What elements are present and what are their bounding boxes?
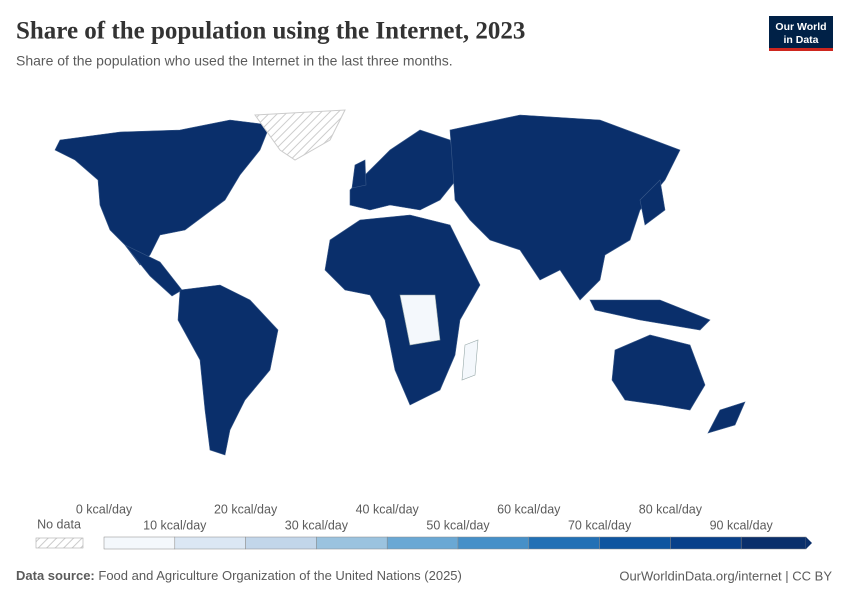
link[interactable]: OurWorldinData.org/internet | CC BY <box>619 568 832 583</box>
legend-label: 0 kcal/day <box>76 502 133 516</box>
no-data-swatch <box>35 537 84 549</box>
legend-bin <box>103 536 176 550</box>
south-america[interactable] <box>177 284 279 456</box>
legend-bin <box>599 536 671 550</box>
greenland[interactable] <box>254 109 346 161</box>
legend-bin <box>670 536 742 550</box>
uk[interactable] <box>351 159 367 189</box>
logo-box[interactable] <box>769 16 833 50</box>
new-zealand[interactable] <box>707 401 746 434</box>
europe[interactable] <box>349 129 461 211</box>
legend-label: 20 kcal/day <box>214 502 278 516</box>
legend-label: 10 kcal/day <box>143 518 207 532</box>
map <box>54 109 746 456</box>
logo-text: Our World <box>775 21 826 33</box>
source: Data source: Food and Agriculture Organi… <box>16 568 462 583</box>
legend-bin <box>386 536 459 550</box>
central-america[interactable] <box>124 244 183 297</box>
north-america[interactable] <box>54 119 271 266</box>
legend-label: 90 kcal/day <box>710 518 774 532</box>
legend-label: 80 kcal/day <box>639 502 703 516</box>
no-data-label: No data <box>37 517 81 531</box>
source-label: Data source: <box>16 568 95 583</box>
logo-text: in Data <box>783 34 818 46</box>
legend-arrow <box>806 537 812 549</box>
asia[interactable] <box>449 114 681 301</box>
congo[interactable] <box>399 294 441 346</box>
legend: No data 0 kcal/day 10 kcal/day 20 kcal/day… <box>35 502 812 550</box>
australia[interactable] <box>611 334 706 411</box>
subtitle: Share of the population who used the Int… <box>16 53 453 69</box>
legend-label: 30 kcal/day <box>285 518 349 532</box>
legend-bin <box>740 536 807 550</box>
logo[interactable]: Our World in Data <box>769 16 833 51</box>
japan[interactable] <box>639 179 666 226</box>
legend-label: 50 kcal/day <box>426 518 490 532</box>
legend-bin <box>245 536 317 550</box>
logo-bar <box>769 48 833 51</box>
madagascar[interactable] <box>461 339 479 381</box>
legend-label: 40 kcal/day <box>356 502 420 516</box>
legend-bin <box>174 536 246 550</box>
legend-bin <box>528 536 600 550</box>
indonesia[interactable] <box>589 299 711 331</box>
title: Share of the population using the Intern… <box>16 18 525 45</box>
legend-label: 70 kcal/day <box>568 518 632 532</box>
africa[interactable] <box>324 214 481 406</box>
legend-label: 60 kcal/day <box>497 502 561 516</box>
source-text: Food and Agriculture Organization of the… <box>98 568 462 583</box>
legend-bin <box>316 536 388 550</box>
legend-bin <box>457 536 530 550</box>
